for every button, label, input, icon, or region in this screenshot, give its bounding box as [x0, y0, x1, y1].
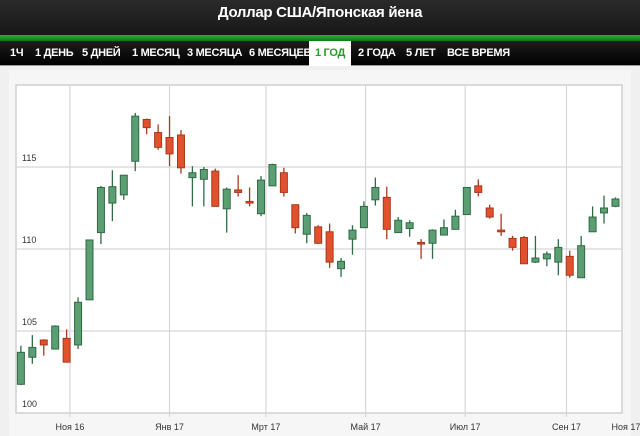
x-tick-label: Янв 17 [155, 422, 184, 432]
tab-8[interactable]: 2 ГОДА [358, 47, 396, 59]
candle-down [211, 170, 220, 207]
candle-up [394, 219, 403, 234]
candle-up [542, 253, 551, 260]
candle-up [268, 164, 277, 187]
candle-down [291, 204, 300, 229]
candle-down [325, 231, 334, 263]
candle-down [519, 237, 528, 265]
candle-up [222, 188, 231, 210]
candle-down [154, 132, 163, 148]
candle-up [257, 179, 266, 215]
header: Доллар США/Японская йена [0, 0, 640, 40]
candle-down [39, 339, 48, 346]
candle-up [371, 187, 380, 201]
tab-4[interactable]: 1 МЕСЯЦ [132, 47, 180, 59]
x-tick-label: Мрт 17 [251, 422, 280, 432]
candle-up [462, 187, 471, 216]
candle-up [531, 257, 540, 263]
candle-down [382, 196, 391, 230]
tab-6[interactable]: 6 МЕСЯЦЕВ [249, 47, 312, 59]
candle-up [428, 229, 437, 244]
candle-down [474, 185, 483, 193]
candle-up [348, 229, 357, 240]
candle-up [359, 205, 368, 229]
candle-up [577, 245, 586, 279]
candle-down [176, 134, 185, 169]
candle-up [96, 187, 105, 234]
tab-1[interactable]: 1Ч [10, 47, 24, 59]
y-tick-label: 100 [22, 399, 37, 409]
candle-down [417, 241, 426, 245]
candle-down [485, 207, 494, 218]
candle-up [28, 346, 37, 358]
tab-5[interactable]: 3 МЕСЯЦА [187, 47, 243, 59]
candle-down [565, 255, 574, 276]
candle-up [611, 198, 620, 207]
page-title: Доллар США/Японская йена [217, 4, 423, 21]
candle-up [600, 207, 609, 214]
x-tick-label: Май 17 [350, 422, 380, 432]
candle-up [439, 227, 448, 236]
candle-down [497, 229, 506, 233]
tab-9[interactable]: 5 ЛЕТ [406, 47, 436, 59]
candle-up [188, 172, 197, 179]
timeframe-tabs: 1Ч 1 ДЕНЬ 5 ДНЕЙ 1 МЕСЯЦ 3 МЕСЯЦА 6 МЕСЯЦЕВ 1 … [0, 41, 640, 66]
candle-down [142, 118, 151, 129]
candle-up [405, 222, 414, 229]
candle-up [302, 214, 311, 235]
tab-7[interactable]: 1 ГОД [309, 41, 351, 66]
candle-up [588, 216, 597, 233]
candle-up [131, 115, 140, 162]
tab-2[interactable]: 1 ДЕНЬ [35, 47, 74, 59]
y-tick-label: 115 [22, 153, 36, 163]
candle-up [337, 260, 346, 270]
candle-up [451, 215, 460, 230]
candle-down [165, 136, 174, 155]
candle-up [74, 301, 83, 346]
candle-up [85, 239, 94, 301]
candle-down [314, 226, 323, 244]
x-tick-label: Июл 17 [450, 422, 481, 432]
candle-down [508, 237, 517, 248]
candle-down [245, 200, 254, 204]
candle-up [16, 351, 25, 385]
y-tick-label: 105 [22, 317, 37, 327]
candle-up [51, 325, 60, 350]
candle-up [199, 168, 208, 180]
candle-down [62, 337, 71, 363]
x-tick-label: Ноя 16 [55, 422, 84, 432]
candle-up [554, 246, 563, 263]
x-tick-label: Ноя 17 [612, 422, 640, 432]
candle-up [119, 174, 128, 196]
candle-up [108, 186, 117, 204]
candle-down [234, 189, 243, 193]
y-tick-label: 110 [22, 235, 36, 245]
tab-3[interactable]: 5 ДНЕЙ [82, 47, 121, 59]
accent-divider [0, 35, 640, 41]
x-tick-label: Сен 17 [552, 422, 581, 432]
tab-10[interactable]: ВСЕ ВРЕМЯ [447, 47, 510, 59]
candle-down [279, 172, 288, 193]
